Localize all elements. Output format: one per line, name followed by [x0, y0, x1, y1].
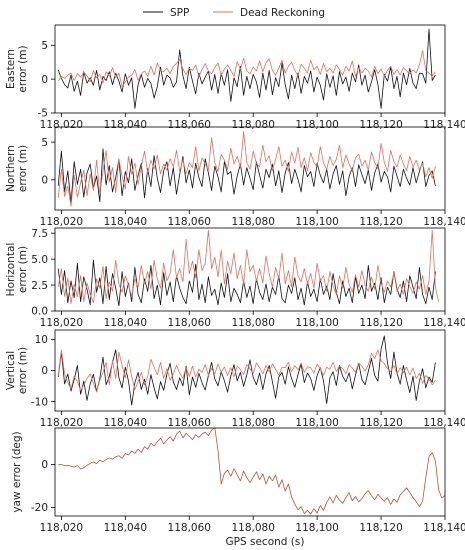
plot-frame: [54, 427, 446, 517]
y-axis-label: Verticalerror (m): [5, 347, 29, 394]
y-axis-label: yaw error (deg): [11, 431, 23, 512]
x-tick-label: 118,140: [423, 216, 465, 228]
x-tick-label: 118,060: [168, 317, 211, 329]
y-tick-label: -20: [31, 502, 48, 514]
x-tick-label: 118,100: [295, 216, 338, 228]
panel-3: 0.0 2.5 5.0 7.5 118,020 118,040 118,060 118,080…: [5, 227, 465, 329]
y-axis-label: Easternerror (m): [5, 45, 29, 92]
series-line-spp: [57, 148, 436, 204]
series-line-dead-reckoning: [57, 229, 439, 305]
y-axis-label-line: error (m): [17, 246, 29, 293]
x-tick-label: 118,080: [231, 317, 274, 329]
y-tick-label: 7.5: [31, 228, 48, 240]
x-tick-label: 118,080: [231, 119, 274, 131]
x-tick-label: 118,080: [231, 522, 274, 534]
y-axis-label-line: error (m): [17, 145, 29, 192]
y-axis-label-line: Vertical: [5, 351, 17, 390]
y-tick-label: -5: [38, 108, 48, 120]
x-tick-label: 118,040: [104, 216, 147, 228]
plot-frame: [54, 24, 446, 114]
x-tick-label: 118,020: [40, 216, 83, 228]
y-axis-label-line: error (m): [17, 45, 29, 92]
series-line-spp: [57, 28, 436, 109]
legend: SPP Dead Reckoning: [143, 7, 325, 19]
y-tick-label: 5: [41, 137, 48, 149]
y-tick-label: 2.5: [31, 280, 48, 292]
series-line-dead-reckoning: [57, 50, 436, 87]
x-tick-label: 118,080: [231, 417, 274, 429]
y-tick-label: 5: [41, 40, 48, 52]
x-tick-label: 118,040: [104, 119, 147, 131]
x-tick-label: 118,120: [359, 119, 402, 131]
y-tick-label: -10: [31, 396, 48, 408]
x-tick-label: 118,060: [168, 216, 211, 228]
series-line-dead-reckoning: [57, 349, 436, 393]
legend-label-spp: SPP: [170, 7, 189, 19]
plot-frame: [54, 227, 446, 312]
x-tick-label: 118,120: [359, 317, 402, 329]
series-line-spp: [57, 259, 436, 307]
x-tick-label: 118,140: [423, 522, 465, 534]
x-tick-label: 118,140: [423, 119, 465, 131]
panel-4: -10 0 10 118,020 118,040 118,060 118,080 118,10…: [5, 329, 465, 429]
x-tick-label: 118,100: [295, 522, 338, 534]
legend-label-dead-reckoning: Dead Reckoning: [240, 7, 325, 19]
x-tick-label: 118,040: [104, 522, 147, 534]
panel-5: -20 0 118,020 118,040 118,060 118,080 118,100 1…: [11, 427, 465, 534]
x-tick-label: 118,060: [168, 522, 211, 534]
y-tick-label: 0: [41, 74, 48, 86]
x-tick-label: 118,020: [40, 417, 83, 429]
x-tick-label: 118,100: [295, 119, 338, 131]
series-line-spp: [57, 335, 436, 406]
plot-frame: [54, 329, 446, 412]
series-line-dead-reckoning: [57, 131, 436, 207]
x-tick-label: 118,100: [295, 417, 338, 429]
x-tick-label: 118,140: [423, 317, 465, 329]
panel-2: 0 5 118,020 118,040 118,060 118,080 118,100 118…: [5, 126, 465, 228]
x-tick-label: 118,100: [295, 317, 338, 329]
x-tick-label: 118,060: [168, 417, 211, 429]
y-tick-label: 0: [41, 365, 48, 377]
y-tick-label: 10: [35, 334, 48, 346]
y-tick-label: 0.0: [31, 306, 48, 318]
series-line-dead-reckoning: [58, 428, 445, 515]
y-axis-label: Northernerror (m): [5, 145, 29, 192]
x-axis-label: GPS second (s): [226, 536, 305, 548]
y-axis-label-line: yaw error (deg): [11, 431, 23, 512]
x-tick-label: 118,060: [168, 119, 211, 131]
x-tick-label: 118,020: [40, 522, 83, 534]
y-axis-label-line: Horizontal: [5, 243, 17, 297]
y-tick-label: 0: [41, 459, 48, 471]
x-tick-label: 118,040: [104, 417, 147, 429]
panel-1: -5 0 5 118,020 118,040 118,060 118,080 118,100 1…: [5, 24, 465, 131]
y-axis-label-line: error (m): [17, 347, 29, 394]
x-tick-label: 118,120: [359, 522, 402, 534]
y-axis-label: Horizontalerror (m): [5, 243, 29, 297]
x-tick-label: 118,020: [40, 119, 83, 131]
x-tick-label: 118,080: [231, 216, 274, 228]
y-tick-label: 5.0: [31, 254, 48, 266]
y-axis-label-line: Northern: [5, 145, 17, 192]
y-tick-label: 0: [41, 175, 48, 187]
plot-frame: [54, 126, 446, 211]
x-tick-label: 118,020: [40, 317, 83, 329]
x-tick-label: 118,040: [104, 317, 147, 329]
y-axis-label-line: Eastern: [5, 49, 17, 89]
x-tick-label: 118,140: [423, 417, 465, 429]
x-tick-label: 118,120: [359, 216, 402, 228]
x-tick-label: 118,120: [359, 417, 402, 429]
